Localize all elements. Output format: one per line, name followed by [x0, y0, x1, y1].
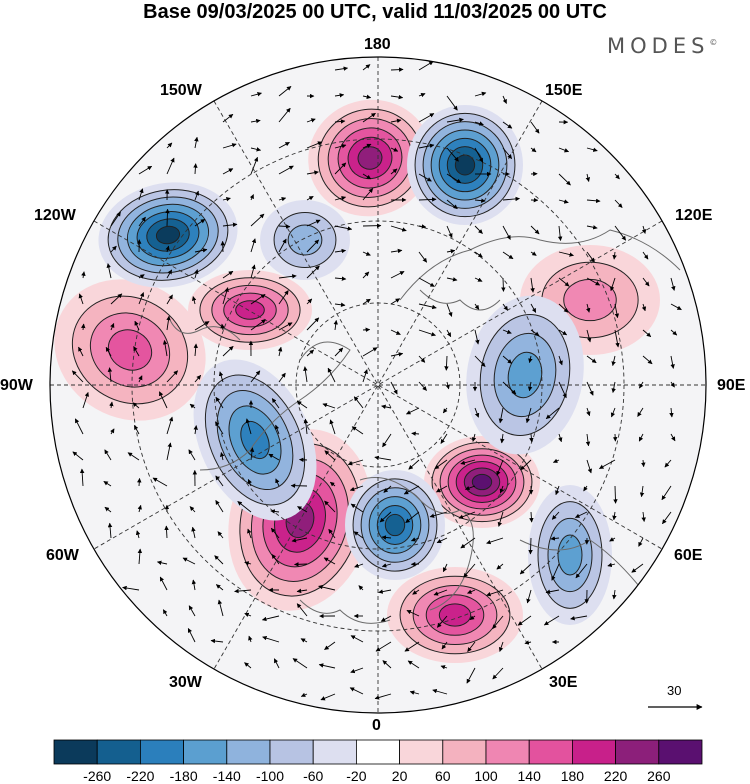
- colorbar-swatch: [227, 740, 270, 764]
- wind-arrow: [167, 209, 168, 226]
- colorbar-tick-label: -140: [213, 768, 241, 784]
- colorbar-swatch: [529, 740, 572, 764]
- colorbar-swatch: [356, 740, 399, 764]
- colorbar-tick-label: -100: [256, 768, 284, 784]
- lon-label-150e: 150E: [545, 82, 582, 100]
- colorbar-swatch: [572, 740, 615, 764]
- colorbar-tick-label: 180: [561, 768, 584, 784]
- lon-label-30w: 30W: [169, 674, 202, 692]
- colorbar-tick-label: -60: [303, 768, 323, 784]
- colorbar-tick-label: -220: [126, 768, 154, 784]
- colorbar-swatch: [184, 740, 227, 764]
- colorbar-swatch: [97, 740, 140, 764]
- lon-label-120e: 120E: [675, 207, 712, 225]
- wind-arrow: [391, 69, 403, 70]
- lon-label-60e: 60E: [674, 547, 702, 565]
- wind-arrow: [503, 278, 504, 291]
- lon-label-150w: 150W: [160, 82, 202, 100]
- colorbar-tick-label: 260: [647, 768, 670, 784]
- wind-arrow: [300, 460, 308, 461]
- colorbar-swatch: [616, 740, 659, 764]
- wind-arrow: [615, 486, 616, 503]
- colorbar-tick-label: -20: [346, 768, 366, 784]
- europe-high-anomaly: [387, 567, 523, 663]
- lon-label-180: 180: [364, 36, 391, 54]
- colorbar-tick-label: 20: [392, 768, 408, 784]
- wind-arrow: [139, 478, 140, 486]
- colorbar-swatch: [270, 740, 313, 764]
- colorbar-swatch: [54, 740, 97, 764]
- colorbar-tick-label: -260: [83, 768, 111, 784]
- colorbar-tick-label: -180: [170, 768, 198, 784]
- colorbar-tick-label: 60: [435, 768, 451, 784]
- wind-arrow: [363, 330, 370, 331]
- colorbar: [54, 740, 702, 764]
- colorbar-tick-label: 100: [474, 768, 497, 784]
- iceland-low-anomaly: [345, 470, 445, 580]
- lon-label-90e: 90E: [717, 377, 745, 395]
- kamchatka-low-anomaly: [407, 105, 523, 225]
- w-siberia-low-anomaly: [528, 485, 612, 625]
- colorbar-swatch: [443, 740, 486, 764]
- beaufort-low-anomaly: [260, 200, 350, 280]
- colorbar-swatch: [140, 740, 183, 764]
- colorbar-tick-label: 140: [518, 768, 541, 784]
- wind-arrow: [295, 564, 308, 565]
- colorbar-swatch: [486, 740, 529, 764]
- colorbar-swatch: [313, 740, 356, 764]
- lon-label-90w: 90W: [0, 377, 33, 395]
- anomaly-field: [28, 50, 720, 730]
- wind-scale-label: 30: [667, 683, 681, 698]
- lon-label-30e: 30E: [549, 674, 577, 692]
- wind-arrow: [530, 538, 531, 554]
- colorbar-swatch: [400, 740, 443, 764]
- lon-label-60w: 60W: [46, 547, 79, 565]
- colorbar-tick-label: 220: [604, 768, 627, 784]
- lon-label-0: 0: [372, 717, 381, 735]
- colorbar-swatch: [659, 740, 702, 764]
- lon-label-120w: 120W: [34, 207, 76, 225]
